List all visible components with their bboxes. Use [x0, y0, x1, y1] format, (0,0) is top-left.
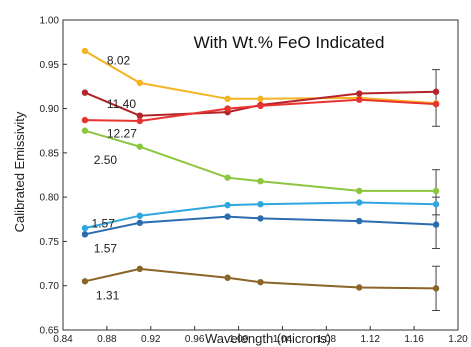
data-point [224, 274, 231, 281]
y-axis-title: Calibrated Emissivity [12, 111, 27, 232]
y-tick-label: 0.75 [40, 237, 60, 248]
feo-annotation: 11.40 [107, 97, 136, 111]
data-point [257, 201, 264, 208]
data-point [356, 217, 363, 225]
y-tick-label: 0.95 [40, 60, 60, 71]
data-point [81, 231, 89, 238]
chart-title: With Wt.% FeO Indicated [194, 33, 385, 52]
series-line-0 [84, 50, 437, 105]
data-point [356, 187, 363, 195]
x-tick-label: 0.84 [53, 334, 73, 345]
data-point [257, 178, 264, 185]
data-point [356, 199, 363, 206]
y-tick-label: 0.65 [40, 326, 60, 337]
data-point [81, 127, 89, 134]
data-point [136, 265, 144, 273]
feo-annotation: 1.57 [94, 242, 118, 256]
data-point [432, 201, 440, 208]
data-point [136, 112, 144, 119]
x-tick-label: 1.04 [273, 334, 293, 345]
plot-frame [62, 19, 459, 331]
series-line-3 [84, 129, 437, 192]
x-tick-label: 0.92 [141, 334, 161, 345]
x-tick-label: 1.08 [317, 334, 337, 345]
y-tick-label: 0.80 [40, 193, 60, 204]
data-point [224, 174, 231, 181]
feo-annotation: 8.02 [107, 54, 131, 68]
axes: 0.84 0.88 0.92 0.96 1.00 1.04 1.08 1.12 1.16 1.20… [40, 16, 469, 346]
x-tick-label: 0.88 [97, 334, 117, 345]
x-tick-label: 1.20 [448, 334, 468, 345]
data-point [81, 89, 89, 96]
y-tick-label: 0.70 [40, 281, 60, 292]
data-point [136, 212, 144, 219]
y-tick-label: 0.85 [40, 148, 60, 159]
data-point [81, 47, 89, 55]
data-point [81, 116, 89, 124]
data-point [224, 105, 231, 112]
series-lines [81, 47, 440, 292]
series-line-5 [84, 215, 437, 236]
data-point [432, 187, 440, 195]
data-point [257, 215, 264, 222]
data-point [81, 278, 89, 285]
x-axis-title: Wavelength (microns) [205, 331, 331, 346]
data-point [432, 100, 440, 108]
y-tick-label: 1.00 [40, 16, 60, 27]
series-line-4 [84, 201, 437, 230]
y-tick-label: 0.90 [40, 104, 60, 115]
x-tick-label: 1.12 [360, 334, 380, 345]
series-line-1 [84, 90, 437, 117]
x-tick-label: 0.96 [185, 334, 205, 345]
data-point [224, 95, 231, 103]
data-point [356, 284, 363, 291]
feo-annotation: 1.57 [92, 217, 116, 231]
data-point [136, 219, 144, 227]
data-point [432, 221, 440, 228]
feo-annotation: 12.27 [107, 126, 137, 140]
feo-annotation: 1.31 [96, 288, 120, 302]
annotations: 8.02 11.40 12.27 2.50 1.57 1.57 1.31 [92, 54, 138, 303]
data-point [81, 224, 89, 232]
x-tick-label: 1.16 [404, 334, 424, 345]
data-point [257, 278, 264, 286]
data-point [432, 88, 440, 95]
data-point [224, 201, 231, 209]
x-tick-label: 1.00 [229, 334, 249, 345]
series-line-6 [84, 267, 437, 290]
data-point [224, 213, 231, 220]
feo-annotation: 2.50 [94, 153, 118, 167]
data-point [257, 95, 264, 103]
series-line-2 [84, 98, 437, 123]
data-point [257, 102, 264, 110]
data-point [432, 285, 440, 292]
data-point [136, 79, 144, 87]
data-point [136, 117, 144, 125]
data-point [136, 143, 144, 150]
data-point [356, 90, 363, 97]
data-point [356, 96, 363, 103]
